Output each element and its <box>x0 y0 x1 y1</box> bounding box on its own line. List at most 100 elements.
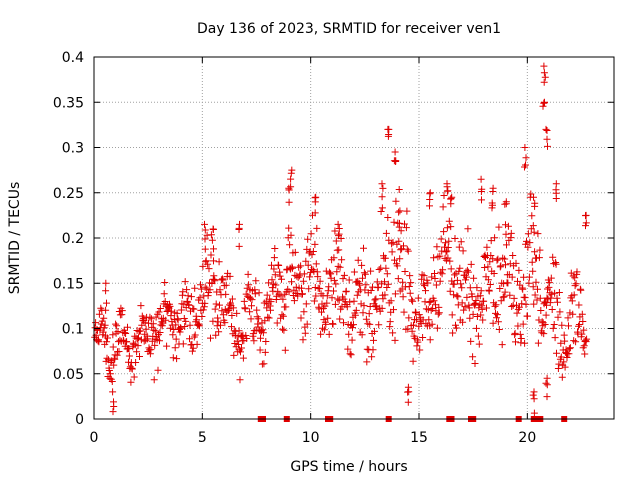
data-point <box>256 346 264 354</box>
data-point <box>395 237 403 245</box>
data-point <box>216 301 223 309</box>
data-point <box>357 300 365 308</box>
data-point <box>335 296 343 304</box>
data-point <box>177 306 185 314</box>
data-point <box>439 203 447 211</box>
data-point <box>493 256 501 264</box>
data-point <box>523 237 530 245</box>
data-point <box>552 180 560 188</box>
data-point <box>238 344 245 352</box>
data-point <box>219 276 227 284</box>
data-point <box>271 271 279 279</box>
data-point <box>560 331 568 339</box>
data-point <box>316 285 324 293</box>
data-point <box>248 296 256 304</box>
data-point <box>420 280 428 288</box>
data-point <box>186 321 194 329</box>
data-point <box>201 245 209 253</box>
data-point <box>177 324 185 332</box>
data-point <box>472 297 480 304</box>
data-point <box>455 243 463 251</box>
data-point <box>539 102 547 110</box>
data-point <box>458 299 466 307</box>
data-point <box>486 281 494 288</box>
data-point <box>95 338 103 346</box>
data-point <box>184 292 192 300</box>
data-point <box>314 273 322 281</box>
data-point <box>385 236 393 244</box>
data-point <box>273 319 281 327</box>
data-point <box>196 294 204 302</box>
data-point <box>541 321 549 328</box>
data-point <box>103 354 111 362</box>
data-point <box>215 328 223 336</box>
data-point <box>110 403 118 410</box>
data-point <box>483 304 490 312</box>
data-point <box>547 294 555 302</box>
data-point <box>272 281 280 289</box>
data-point <box>109 408 117 416</box>
data-point <box>307 230 315 238</box>
data-point <box>446 287 454 295</box>
data-point <box>382 229 390 237</box>
data-point <box>400 308 408 316</box>
data-point <box>320 326 328 334</box>
data-point <box>583 335 591 343</box>
data-point <box>442 239 449 247</box>
data-point <box>378 193 386 201</box>
data-point <box>524 243 532 251</box>
data-point <box>242 332 250 339</box>
data-point <box>134 342 142 350</box>
data-point <box>237 348 244 356</box>
data-point <box>222 290 230 298</box>
data-point <box>304 235 312 243</box>
data-point <box>425 298 433 306</box>
y-tick-label: 0.35 <box>53 95 84 111</box>
data-point <box>338 256 346 264</box>
data-point <box>409 357 417 365</box>
data-point <box>318 308 325 316</box>
data-point <box>558 373 566 381</box>
x-axis-label: GPS time / hours <box>290 459 407 475</box>
data-point <box>540 62 548 70</box>
data-point <box>480 253 488 260</box>
data-point <box>529 267 537 275</box>
data-point <box>552 195 560 202</box>
data-point <box>162 316 170 324</box>
x-tick-label: 5 <box>198 430 207 446</box>
y-axis-label: SRMTID / TECUs <box>7 182 23 295</box>
data-point <box>265 314 273 322</box>
data-point <box>187 293 195 301</box>
data-point <box>524 312 531 320</box>
data-point <box>330 254 338 262</box>
data-point <box>512 338 519 346</box>
data-point <box>422 305 430 313</box>
data-point <box>279 295 287 303</box>
data-point <box>405 314 413 322</box>
data-point <box>174 316 182 324</box>
data-point <box>552 186 560 194</box>
data-point <box>109 331 117 339</box>
data-point <box>205 265 213 273</box>
data-point <box>534 285 541 293</box>
data-point <box>193 340 201 348</box>
data-point <box>497 262 505 270</box>
data-point <box>581 350 589 358</box>
data-point <box>542 311 550 319</box>
data-point <box>147 346 155 354</box>
data-point <box>404 247 412 255</box>
data-point <box>522 300 530 308</box>
data-point <box>534 230 542 238</box>
data-point <box>384 280 392 288</box>
data-point <box>453 276 461 284</box>
data-point <box>569 272 577 280</box>
data-point <box>525 273 533 281</box>
data-point <box>478 196 485 204</box>
data-point <box>311 194 319 202</box>
data-point <box>375 321 383 329</box>
data-point <box>573 268 581 276</box>
data-point <box>565 345 573 353</box>
data-point <box>133 348 141 356</box>
data-point <box>151 341 159 349</box>
data-point <box>465 304 473 312</box>
